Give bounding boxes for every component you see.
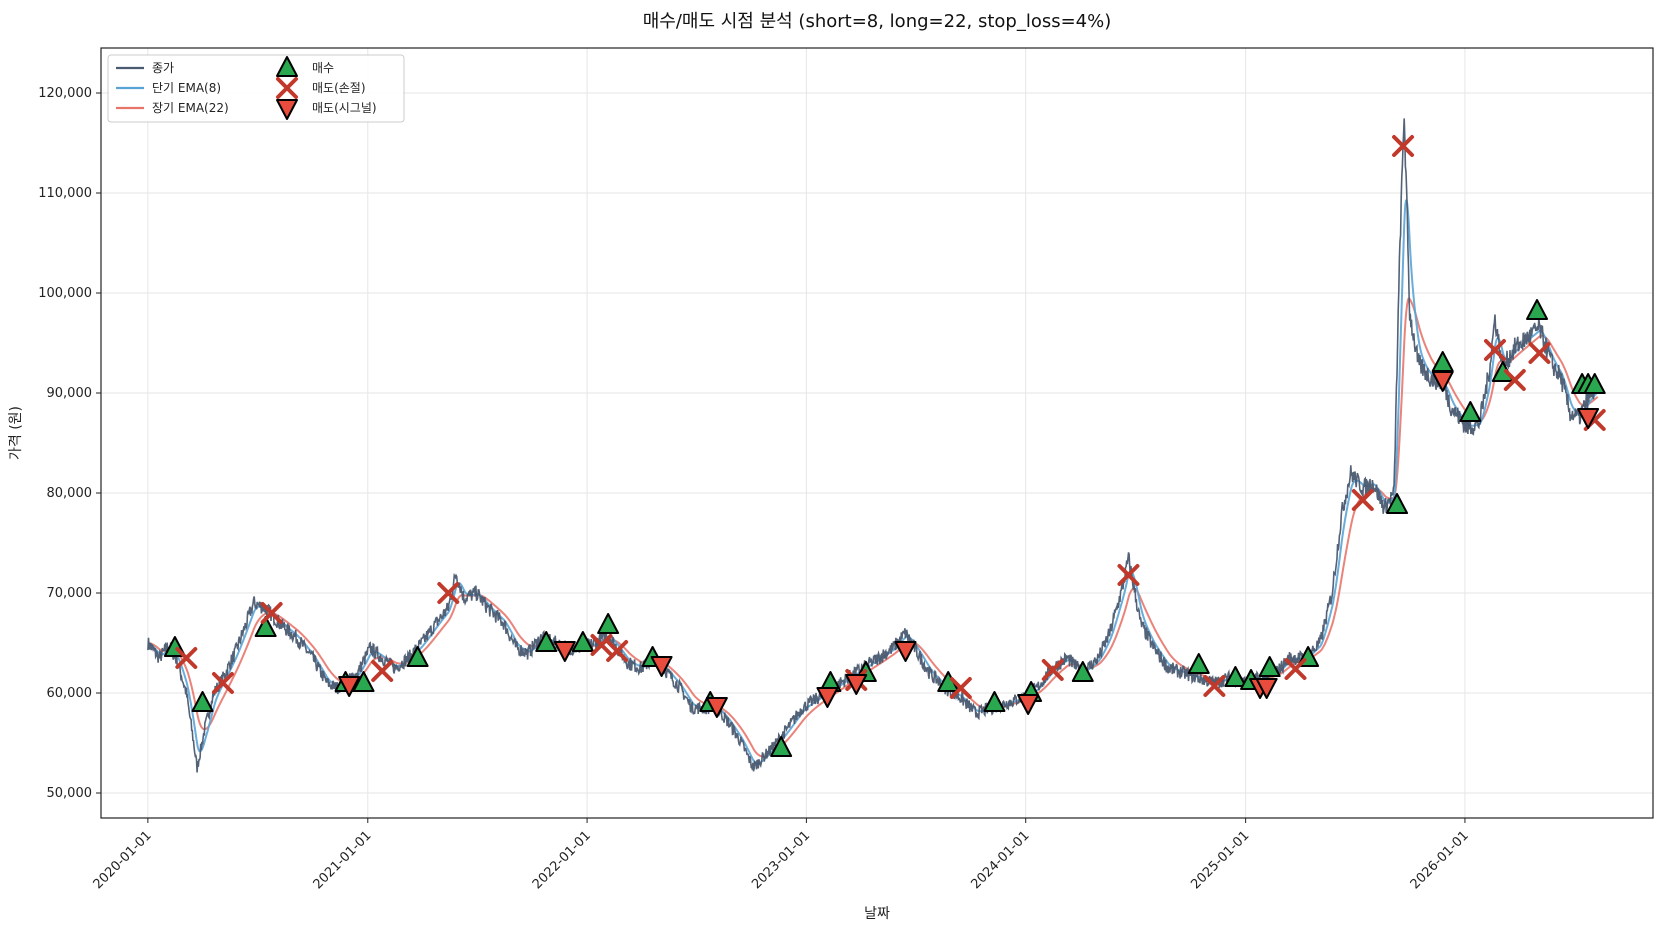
legend-label-sell_stop: 매도(손절) (312, 81, 366, 95)
marker-sell_signal (894, 641, 917, 662)
marker-sell_signal (816, 687, 839, 708)
marker-sell_stop (1503, 369, 1526, 391)
y-axis-label: 가격 (원) (8, 406, 24, 460)
marker-buy (1459, 401, 1482, 422)
marker-buy (1071, 661, 1094, 682)
legend-label-ema_short: 단기 EMA(8) (152, 81, 221, 95)
marker-sell_signal (650, 656, 673, 677)
marker-buy (983, 691, 1006, 712)
marker-buy (571, 631, 594, 652)
marker-buy (191, 691, 214, 712)
y-tick-label: 120,000 (38, 86, 92, 101)
y-tick-label: 70,000 (47, 586, 93, 601)
marker-sell_stop (1041, 659, 1064, 681)
marker-sell_signal (338, 676, 361, 697)
y-tick-label: 50,000 (47, 786, 93, 801)
marker-sell_stop (590, 634, 613, 656)
marker-sell_stop (1483, 339, 1506, 361)
legend-box (107, 54, 405, 123)
x-axis-label: 날짜 (864, 906, 890, 922)
marker-sell_stop (1392, 135, 1415, 157)
y-tick-label: 60,000 (47, 686, 93, 701)
chart-title: 매수/매도 시점 분석 (short=8, long=22, stop_loss… (643, 11, 1112, 32)
marker-sell_stop (175, 647, 198, 669)
legend-label-buy: 매수 (312, 61, 334, 75)
marker-sell_stop (1528, 342, 1551, 364)
marker-buy (1187, 653, 1210, 674)
marker-buy (1224, 666, 1247, 687)
y-tick-label: 90,000 (47, 386, 93, 401)
marker-sell_signal (845, 674, 868, 695)
marker-sell_signal (705, 697, 728, 718)
legend-swatch-sell_stop (276, 77, 298, 99)
marker-sell_signal (553, 641, 576, 662)
y-axis-ticks: 50,000 60,000 70,000 80,000 90,000 100,000 110… (38, 86, 101, 801)
marker-sell_stop (211, 672, 234, 694)
marker-sell_stop (606, 640, 629, 662)
marker-sell_stop (437, 582, 460, 604)
marker-sell_stop (1284, 658, 1307, 680)
marker-sell_signal (1577, 408, 1600, 429)
marker-buy (597, 613, 620, 634)
marker-sell_signal (1017, 694, 1040, 715)
marker-sell_signal (1431, 371, 1454, 392)
marker-buy (535, 631, 558, 652)
legend-swatch-buy (276, 56, 298, 77)
y-tick-label: 100,000 (38, 286, 92, 301)
marker-buy (1258, 656, 1281, 677)
marker-buy (1583, 373, 1606, 394)
legend-label-close: 종가 (152, 61, 174, 75)
y-tick-label: 80,000 (47, 486, 93, 501)
marker-sell_stop (260, 602, 283, 624)
marker-sell_stop (371, 660, 394, 682)
marker-sell_signal (1255, 678, 1278, 699)
marker-layer (163, 135, 1606, 757)
legend-label-ema_long: 장기 EMA(22) (152, 101, 229, 115)
marker-buy (770, 736, 793, 757)
marker-sell_stop (949, 677, 972, 699)
marker-sell_stop (1117, 564, 1140, 586)
legend-label-sell_signal: 매도(시그널) (312, 101, 377, 115)
plot-frame (100, 47, 1654, 819)
y-tick-label: 110,000 (38, 186, 92, 201)
legend-swatch-sell_signal (276, 99, 298, 120)
marker-sell_stop (1203, 675, 1226, 697)
marker-sell_stop (1351, 489, 1374, 511)
marker-buy (1386, 493, 1409, 514)
marker-buy (254, 616, 277, 637)
marker-buy (406, 646, 429, 667)
marker-buy (352, 671, 375, 692)
marker-buy (1526, 299, 1549, 320)
